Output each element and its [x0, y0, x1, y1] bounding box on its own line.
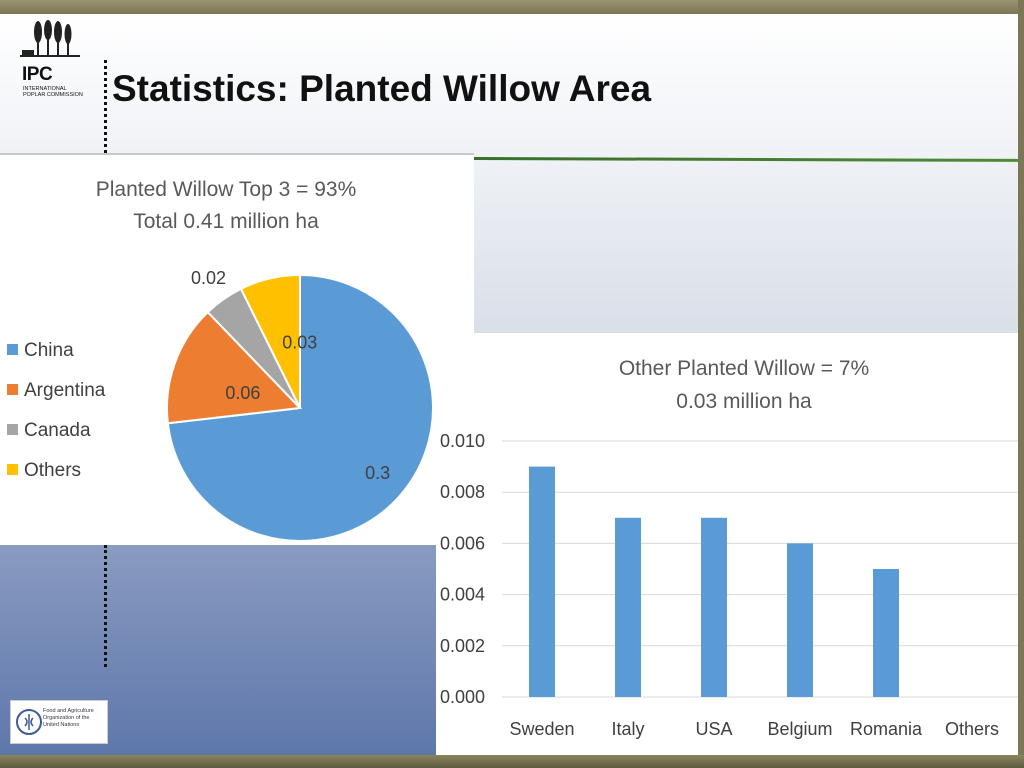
- y-tick-label: 0.004: [440, 585, 485, 605]
- legend-swatch-others: [7, 464, 18, 475]
- pie-chart: Planted Willow Top 3 = 93% Total 0.41 mi…: [7, 178, 434, 542]
- x-tick-label-romania: Romania: [850, 719, 923, 739]
- slide-frame-bottom: [0, 755, 1024, 768]
- x-tick-label-italy: Italy: [611, 719, 644, 739]
- fao-logo: Food and Agriculture Organization of the…: [10, 700, 108, 744]
- bar-usa: [701, 517, 727, 697]
- legend-swatch-china: [7, 344, 18, 355]
- bar-chart-panel: Other Planted Willow = 7% 0.03 million h…: [436, 333, 1018, 755]
- y-tick-label: 0.008: [440, 482, 485, 502]
- bar-chart: Other Planted Willow = 7% 0.03 million h…: [440, 357, 1018, 739]
- x-tick-label-others: Others: [945, 719, 999, 739]
- slide-frame-right: [1018, 0, 1024, 768]
- y-tick-label: 0.006: [440, 533, 485, 553]
- y-tick-label: 0.002: [440, 636, 485, 656]
- bar-belgium: [787, 543, 813, 697]
- legend-swatch-canada: [7, 424, 18, 435]
- x-tick-label-usa: USA: [695, 719, 732, 739]
- poplar-trees-icon: [20, 20, 80, 57]
- bar-chart-subtitle: 0.03 million ha: [676, 390, 812, 413]
- y-tick-label: 0.010: [440, 431, 485, 451]
- x-tick-label-sweden: Sweden: [509, 719, 574, 739]
- pie-data-label-canada: 0.02: [191, 268, 226, 288]
- pie-slice-others: [239, 273, 301, 409]
- slide-title: Statistics: Planted Willow Area: [112, 68, 652, 109]
- ipc-logo: IPC INTERNATIONAL POPLAR COMMISSION: [18, 20, 83, 112]
- dotted-divider: [104, 545, 107, 667]
- legend-label-others: Others: [24, 460, 81, 481]
- y-tick-label: 0.000: [440, 687, 485, 707]
- legend-swatch-argentina: [7, 384, 18, 395]
- pie-chart-title: Planted Willow Top 3 = 93%: [96, 178, 357, 201]
- fao-logo-text: Food and Agriculture Organization of the…: [43, 708, 94, 728]
- bar-italy: [615, 517, 641, 697]
- pie-data-label-others: 0.03: [282, 332, 317, 352]
- bar-sweden: [529, 466, 555, 697]
- pie-data-label-china: 0.3: [365, 463, 390, 483]
- legend-label-argentina: Argentina: [24, 380, 106, 401]
- pie-chart-subtitle: Total 0.41 million ha: [133, 210, 319, 233]
- legend-label-china: China: [24, 340, 74, 361]
- slide-frame-top: [0, 0, 1024, 14]
- ipc-logo-subtitle: INTERNATIONAL POPLAR COMMISSION: [23, 86, 83, 98]
- bar-romania: [873, 569, 899, 697]
- legend-label-canada: Canada: [24, 420, 91, 441]
- pie-data-label-argentina: 0.06: [225, 383, 260, 403]
- ipc-logo-name: IPC: [22, 64, 53, 85]
- fao-emblem-icon: [16, 709, 42, 735]
- pie-chart-panel: Planted Willow Top 3 = 93% Total 0.41 mi…: [0, 153, 474, 545]
- x-tick-label-belgium: Belgium: [767, 719, 832, 739]
- dotted-divider: [104, 60, 107, 153]
- bar-chart-title: Other Planted Willow = 7%: [619, 357, 869, 380]
- pie-slice-argentina: [166, 310, 303, 425]
